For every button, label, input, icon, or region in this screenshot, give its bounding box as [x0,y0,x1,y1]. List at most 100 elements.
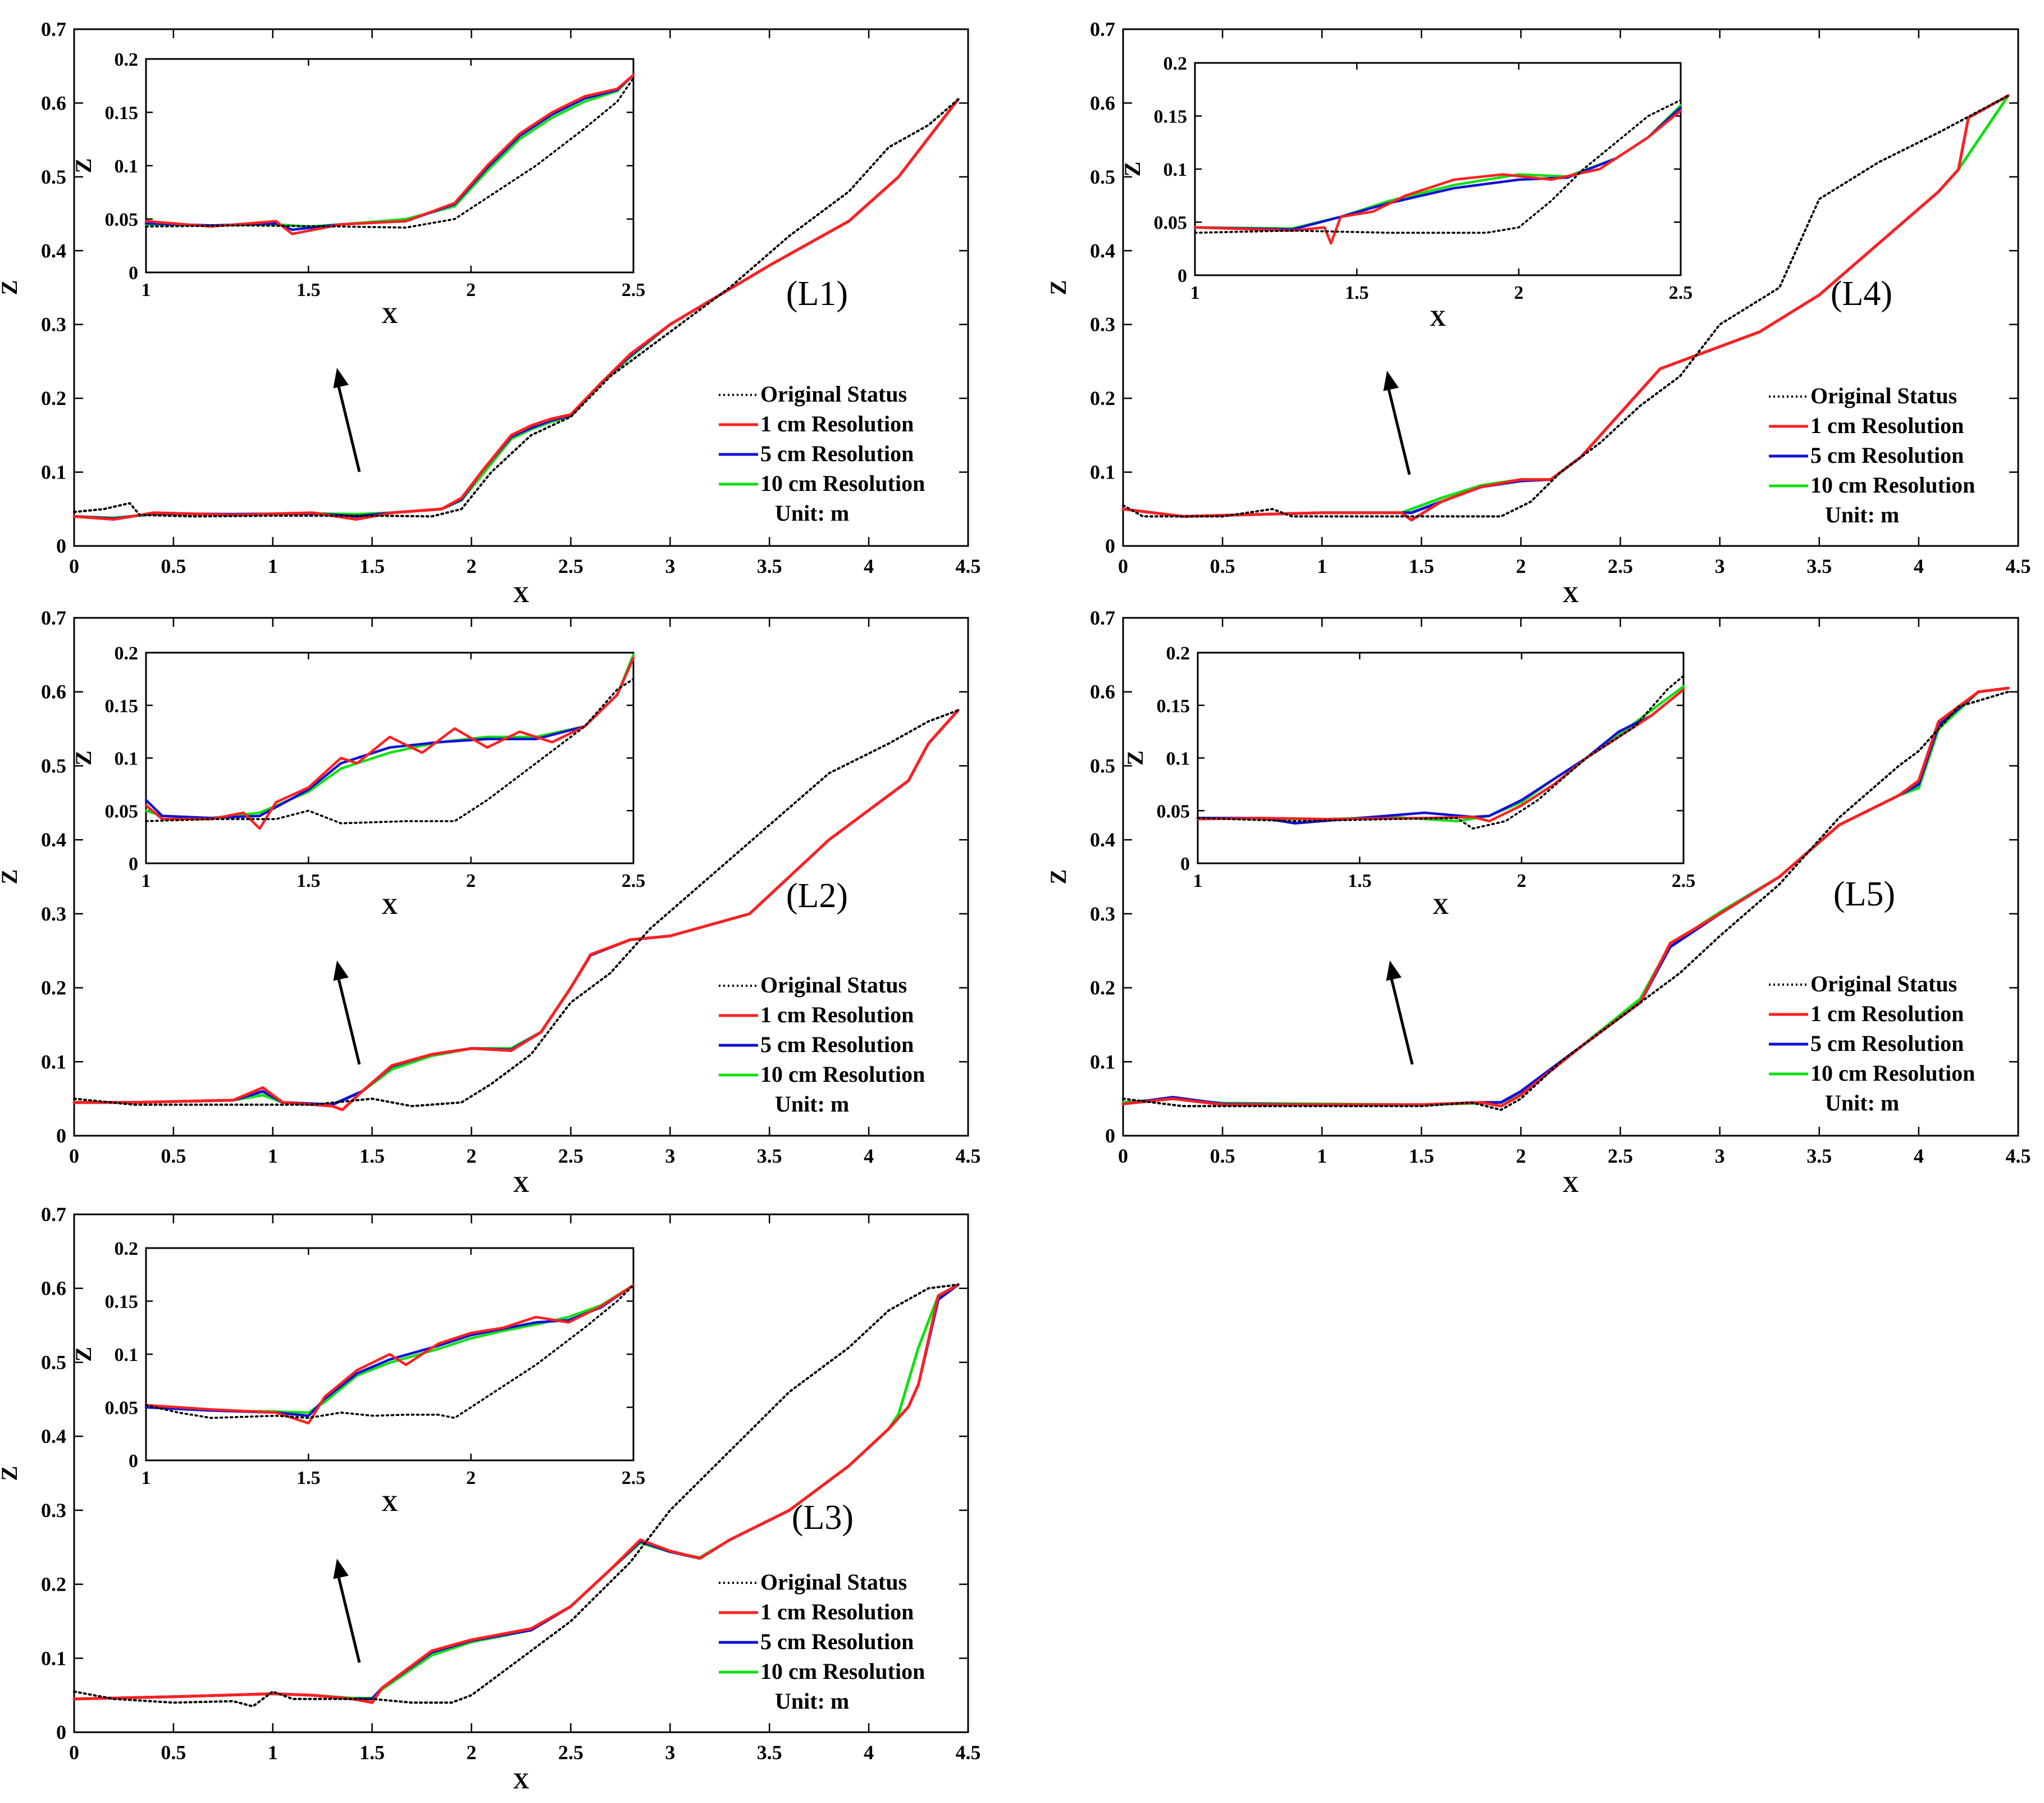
panel-l1-main-line-res-1cm [72,98,960,521]
panel-l3-main-ytick-label: 0.1 [41,1647,66,1669]
panel-l1-main-xtick-label: 0 [69,555,79,577]
panel-l5-main-xtick-label: 2 [1516,1145,1526,1167]
panel-l3-legend-label-original-status: Original Status [760,1569,907,1595]
panel-l4-inset-ytick-label: 0.15 [1154,107,1188,128]
panel-l1-main-ylabel: Z [0,280,22,295]
panel-l2-main-ytick-label: 0.4 [41,828,66,851]
panel-l1-inset-ytick-label: 0.2 [115,49,139,70]
panel-l5-main-xlabel: X [1563,1172,1579,1197]
panel-l5: 0 0.5 1 1.5 2 2.5 3 3.5 4 4.5 0 0.1 0.2 0.3 0.4 0.5 0.6 0… [1046,607,2031,1197]
panel-l3-label: (L3) [792,1499,854,1537]
panel-l3-inset-ytick-label: 0.1 [115,1345,139,1365]
panel-l4-inset-ylabel: Z [1120,162,1145,177]
panel-l1-main-ytick-label: 0.6 [41,92,66,114]
panel-l3-inset: 1 1.5 2 2.5 0 0.05 0.1 0.15 0.2 X Z [71,1239,645,1516]
panel-l1-main-ytick-label: 0.5 [41,166,66,188]
panel-l4-main-xlabel: X [1563,582,1579,607]
panel-l4-main-xtick-label: 3 [1715,555,1725,577]
panel-l5-legend-label-original-status: Original Status [1810,971,1957,996]
panel-l2-label: (L2) [786,877,848,915]
panel-l3-main-ytick-label: 0.4 [41,1425,66,1447]
panel-l3-main-xtick-label: 0.5 [161,1741,186,1764]
panel-l3-inset-ytick-label: 0.05 [105,1398,139,1419]
panel-l2-legend-label-res-10cm: 10 cm Resolution [760,1062,925,1087]
panel-l5-inset-ylabel: Z [1123,750,1148,766]
panel-l2-legend-unit: Unit: m [775,1091,849,1117]
panel-l1-arrow-head [333,368,349,389]
panel-l1-main-ytick-label: 0.4 [41,239,66,262]
panel-l3-main-line-res-1cm [72,1283,960,1704]
panel-l5-main-ylabel: Z [1046,869,1071,885]
panel-l4-inset: 1 1.5 2 2.5 0 0.05 0.1 0.15 0.2 X Z [1120,53,1692,331]
panel-l2-inset-xtick-label: 1.5 [296,871,321,891]
panel-l2-main-xtick-label: 4.5 [956,1145,981,1167]
panel-l4-main-ytick-label: 0.2 [1090,387,1115,409]
panel-l3-main-xtick-label: 1 [268,1741,278,1764]
panel-l5-main-xtick-label: 1.5 [1409,1145,1434,1167]
panel-l5-main-ytick-label: 0.4 [1090,828,1115,851]
panel-l3-inset-line-original-status [145,1284,635,1419]
panel-l4-main-ytick-label: 0.3 [1090,313,1115,336]
panel-l4-main-ytick-label: 0.5 [1090,166,1115,188]
panel-l3-main-ylabel: Z [0,1466,22,1481]
panel-l2-arrow-shaft [335,971,361,1065]
panel-l2-inset-ytick-label: 0.2 [115,643,139,664]
panel-l5-inset-xtick-label: 2 [1517,871,1526,891]
panel-l1-legend-unit: Unit: m [775,500,849,526]
panel-l3-legend-label-res-5cm: 5 cm Resolution [760,1629,914,1654]
panel-l2-inset: 1 1.5 2 2.5 0 0.05 0.1 0.15 0.2 X Z [71,643,645,919]
panel-l5-legend: Original Status 1 cm Resolution 5 cm Resol… [1769,971,1975,1116]
panel-l4-main-xtick-label: 0 [1118,555,1128,577]
panel-l3-arrow-head [333,1559,349,1579]
panel-l4-main-xtick-label: 0.5 [1210,555,1235,577]
panel-l5-legend-label-res-1cm: 1 cm Resolution [1810,1001,1964,1026]
panel-l1-main-ytick-label: 0.1 [41,461,66,484]
panel-l3-main-xtick-label: 2 [467,1741,477,1764]
panel-l3-main-xtick-label: 3 [665,1741,675,1764]
panel-l4-main-xtick-label: 1 [1317,555,1327,577]
panel-l5-inset-xtick-label: 1.5 [1348,871,1372,891]
panel-l4-legend: Original Status 1 cm Resolution 5 cm Resol… [1769,383,1975,527]
panel-l4-main-ytick-label: 0.6 [1090,92,1115,114]
panel-l5-inset-xlabel: X [1432,894,1449,919]
panel-l3-main-ytick-label: 0.5 [41,1351,66,1373]
panel-l5-main-ytick-label: 0.5 [1090,754,1115,777]
panel-l4-main-ylabel: Z [1046,280,1071,295]
panel-l1-inset-xtick-label: 2.5 [622,280,646,300]
panel-l2-inset-axes-frame [145,652,635,864]
panel-l1-inset: 1 1.5 2 2.5 0 0.05 0.1 0.15 0.2 X Z [71,49,645,328]
panel-l3-legend-label-res-1cm: 1 cm Resolution [760,1599,914,1624]
panel-l3-inset-ytick-label: 0.2 [115,1239,139,1259]
panel-l1-inset-xtick-label: 2 [466,280,476,300]
panel-l5-main-xtick-label: 0 [1118,1145,1128,1167]
panel-l2-main-xtick-label: 2.5 [558,1145,583,1167]
panel-l3-main-line-original-status [73,1283,960,1708]
panel-l5-inset-ytick-label: 0.1 [1166,749,1190,770]
panel-l1-legend: Original Status 1 cm Resolution 5 cm Resol… [719,381,925,526]
panel-l5-main-ytick-label: 0.3 [1090,903,1115,925]
panel-l5-inset-xtick-label: 1 [1193,871,1203,891]
panel-l5-main-xtick-label: 0.5 [1210,1145,1235,1167]
panel-l5-main-xtick-label: 3 [1715,1145,1725,1167]
panel-l5-arrow-shaft [1388,971,1414,1065]
panel-l1-main-xtick-label: 3.5 [757,555,782,577]
panel-l5-arrow-head [1386,960,1402,981]
panel-l5-main-xtick-label: 4 [1914,1145,1924,1167]
panel-l4-legend-label-res-10cm: 10 cm Resolution [1810,472,1975,498]
panel-l2-inset-xtick-label: 1 [142,871,151,891]
panel-l5-inset-ytick-label: 0.05 [1157,801,1190,822]
panel-l3-inset-ytick-label: 0 [129,1451,138,1472]
panel-l1-legend-label-res-10cm: 10 cm Resolution [760,471,925,496]
panel-l4-legend-label-original-status: Original Status [1810,383,1957,408]
panel-l1-legend-label-original-status: Original Status [760,381,907,407]
panel-l2-main-ytick-label: 0 [56,1124,66,1147]
panel-l3-main-ytick-label: 0 [56,1721,66,1743]
panel-l2-main-xtick-label: 1 [268,1145,278,1167]
panel-l2-legend-label-res-5cm: 5 cm Resolution [760,1032,914,1057]
panel-l1-main-xtick-label: 1 [268,555,278,577]
panel-l5-main-xtick-label: 4.5 [2006,1145,2031,1167]
panel-l5-inset-ytick-label: 0.15 [1157,696,1190,717]
panel-l2-main-ytick-label: 0.7 [41,607,66,629]
panel-l4-inset-xtick-label: 1 [1190,283,1200,303]
panel-l4-main-xtick-label: 4.5 [2006,555,2031,577]
